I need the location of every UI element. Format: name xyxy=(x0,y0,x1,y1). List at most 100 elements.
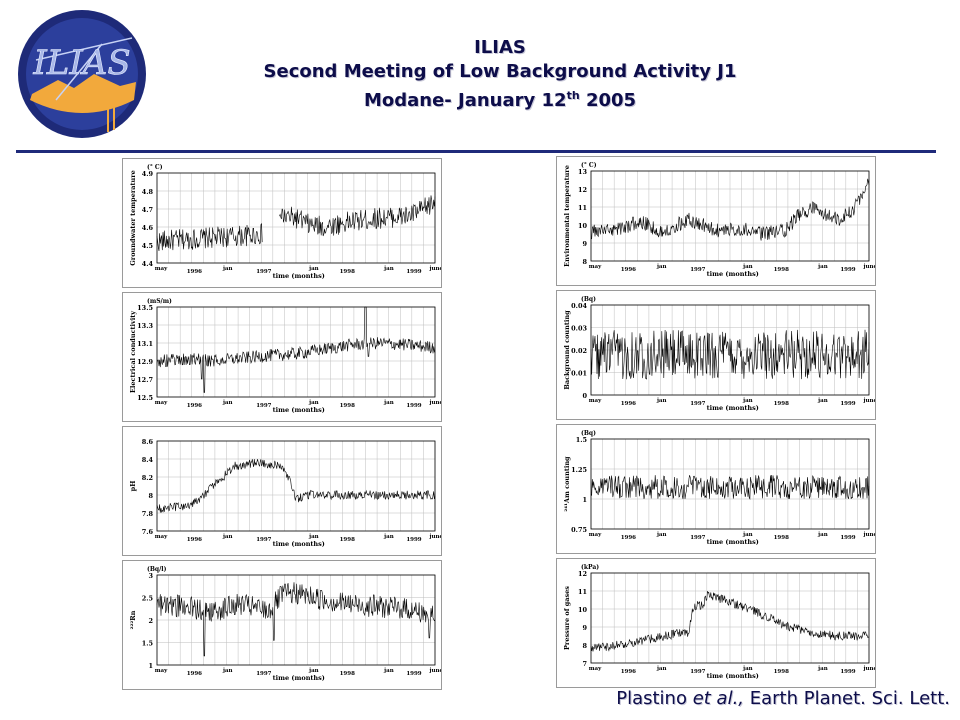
x-tick-label: may xyxy=(589,666,602,672)
y-tick-label: 4.8 xyxy=(142,188,154,196)
y-tick-label: 7 xyxy=(582,660,587,668)
x-axis-label: time (months) xyxy=(273,540,325,548)
x-tick-label: 1998 xyxy=(774,267,789,273)
x-tick-label: jan xyxy=(656,532,667,538)
x-tick-label: 1997 xyxy=(690,401,705,407)
x-tick-label: may xyxy=(155,266,168,272)
y-tick-label: 12 xyxy=(578,570,587,578)
x-tick-label: 1999 xyxy=(406,671,421,677)
x-tick-label: 1997 xyxy=(690,535,705,541)
x-tick-label: june xyxy=(428,266,441,272)
y-tick-label: 1 xyxy=(148,662,153,670)
y-tick-label: 0.03 xyxy=(571,325,587,333)
x-tick-label: jan xyxy=(383,534,394,540)
x-tick-label: 1999 xyxy=(840,267,855,273)
series-line xyxy=(590,178,870,241)
series-line xyxy=(156,459,436,514)
x-axis-label: time (months) xyxy=(273,674,325,682)
x-tick-label: 1998 xyxy=(340,537,355,543)
x-tick-label: jan xyxy=(222,534,233,540)
x-tick-label: 1998 xyxy=(340,269,355,275)
x-tick-label: may xyxy=(155,668,168,674)
series-line xyxy=(156,306,436,393)
y-tick-label: 13 xyxy=(578,168,588,176)
header-line-3-main: Modane- January 12 xyxy=(363,90,567,111)
y-axis-label: Electrical conductivity xyxy=(129,311,137,393)
x-tick-label: jan xyxy=(817,666,828,672)
x-tick-label: 1996 xyxy=(621,535,636,541)
y-tick-label: 2 xyxy=(148,617,153,625)
y-tick-label: 12.5 xyxy=(137,394,153,402)
x-tick-label: june xyxy=(428,668,441,674)
y-tick-label: 13.3 xyxy=(137,322,153,330)
x-tick-label: jan xyxy=(817,398,828,404)
plot-frame xyxy=(590,170,870,262)
x-tick-label: jan xyxy=(308,266,319,272)
x-tick-label: jan xyxy=(222,668,233,674)
x-tick-label: may xyxy=(589,532,602,538)
chart-panel-ph: 8.6 8.4 8.2 8 7.8 7.6 pH may 1996 jan 1997 jan 1998 j… xyxy=(122,426,442,556)
chart-panel-environmental-temperature: 13 12 11 10 9 8 (° C) Environmental temperature… xyxy=(556,156,876,286)
x-tick-label: jan xyxy=(383,668,394,674)
y-tick-label: 0 xyxy=(582,392,587,400)
chart-panel-background-counting: 0.04 0.03 0.02 0.01 0 (Bq) Background counting… xyxy=(556,290,876,420)
y-tick-label: 3 xyxy=(148,572,153,580)
header-line-1: ILIAS xyxy=(474,37,526,58)
citation-etal: et al., xyxy=(692,688,745,709)
series-line xyxy=(590,591,870,652)
x-tick-label: 1996 xyxy=(621,401,636,407)
x-tick-label: 1996 xyxy=(187,403,202,409)
x-axis-label: time (months) xyxy=(273,272,325,280)
x-tick-label: jan xyxy=(742,666,753,672)
x-tick-label: jan xyxy=(656,398,667,404)
x-axis-label: time (months) xyxy=(707,538,759,546)
x-tick-label: 1997 xyxy=(256,403,271,409)
x-tick-label: jan xyxy=(308,400,319,406)
y-tick-label: 8.2 xyxy=(142,474,153,482)
y-tick-label: 4.5 xyxy=(142,242,154,250)
y-tick-label: 4.4 xyxy=(142,260,154,268)
y-unit-label: (kPa) xyxy=(581,564,599,571)
header-rule xyxy=(16,150,936,153)
x-tick-label: june xyxy=(428,400,441,406)
x-tick-label: june xyxy=(862,666,875,672)
chart-panel-pressure-of-gases: 12 11 10 9 8 7 (kPa) Pressure of gases may 1996 ja… xyxy=(556,558,876,688)
y-tick-label: 8.6 xyxy=(142,438,154,446)
series-line xyxy=(156,582,436,657)
x-tick-label: 1998 xyxy=(340,671,355,677)
y-tick-label: 10 xyxy=(578,222,588,230)
x-tick-label: jan xyxy=(308,534,319,540)
y-tick-label: 11 xyxy=(578,204,587,212)
chart-panel-groundwater-temperature: 4.9 4.8 4.7 4.6 4.5 4.4 (° C) Groundwater tempe… xyxy=(122,158,442,288)
logo-text: ILIAS xyxy=(32,43,130,83)
y-tick-label: 13.5 xyxy=(137,304,153,312)
y-tick-label: 1.25 xyxy=(571,466,587,474)
x-tick-label: 1996 xyxy=(187,671,202,677)
x-tick-label: jan xyxy=(222,400,233,406)
y-axis-label: Groundwater temperature xyxy=(129,170,137,266)
x-tick-label: jan xyxy=(383,400,394,406)
x-tick-label: 1996 xyxy=(621,669,636,675)
x-tick-label: june xyxy=(862,264,875,270)
plot-frame xyxy=(156,440,436,532)
x-tick-label: 1999 xyxy=(406,403,421,409)
header-line-3-sup: th xyxy=(566,89,580,102)
series-line xyxy=(590,329,870,380)
y-axis-label: Environmental temperature xyxy=(563,165,571,267)
y-tick-label: 7.6 xyxy=(142,528,154,536)
header-line-3-year: 2005 xyxy=(579,90,637,111)
x-tick-label: may xyxy=(589,398,602,404)
y-tick-label: 11 xyxy=(578,588,587,596)
y-tick-label: 0.01 xyxy=(571,370,587,378)
plot-frame xyxy=(156,306,436,398)
y-tick-label: 1.5 xyxy=(142,640,154,648)
x-tick-label: may xyxy=(589,264,602,270)
y-unit-label: (Bq/l) xyxy=(147,566,167,573)
x-tick-label: jan xyxy=(383,266,394,272)
y-unit-label: (° C) xyxy=(581,162,597,169)
chart-panel-radon: 3 2.5 2 1.5 1 (Bq/l) ²²²Rn may 1996 jan 1997 jan 199… xyxy=(122,560,442,690)
citation: Plastino et al., Earth Planet. Sci. Lett… xyxy=(616,688,950,709)
y-axis-label: ²²²Rn xyxy=(129,610,137,629)
y-axis-label: Pressure of gases xyxy=(563,586,571,650)
y-tick-label: 2.5 xyxy=(142,595,154,603)
